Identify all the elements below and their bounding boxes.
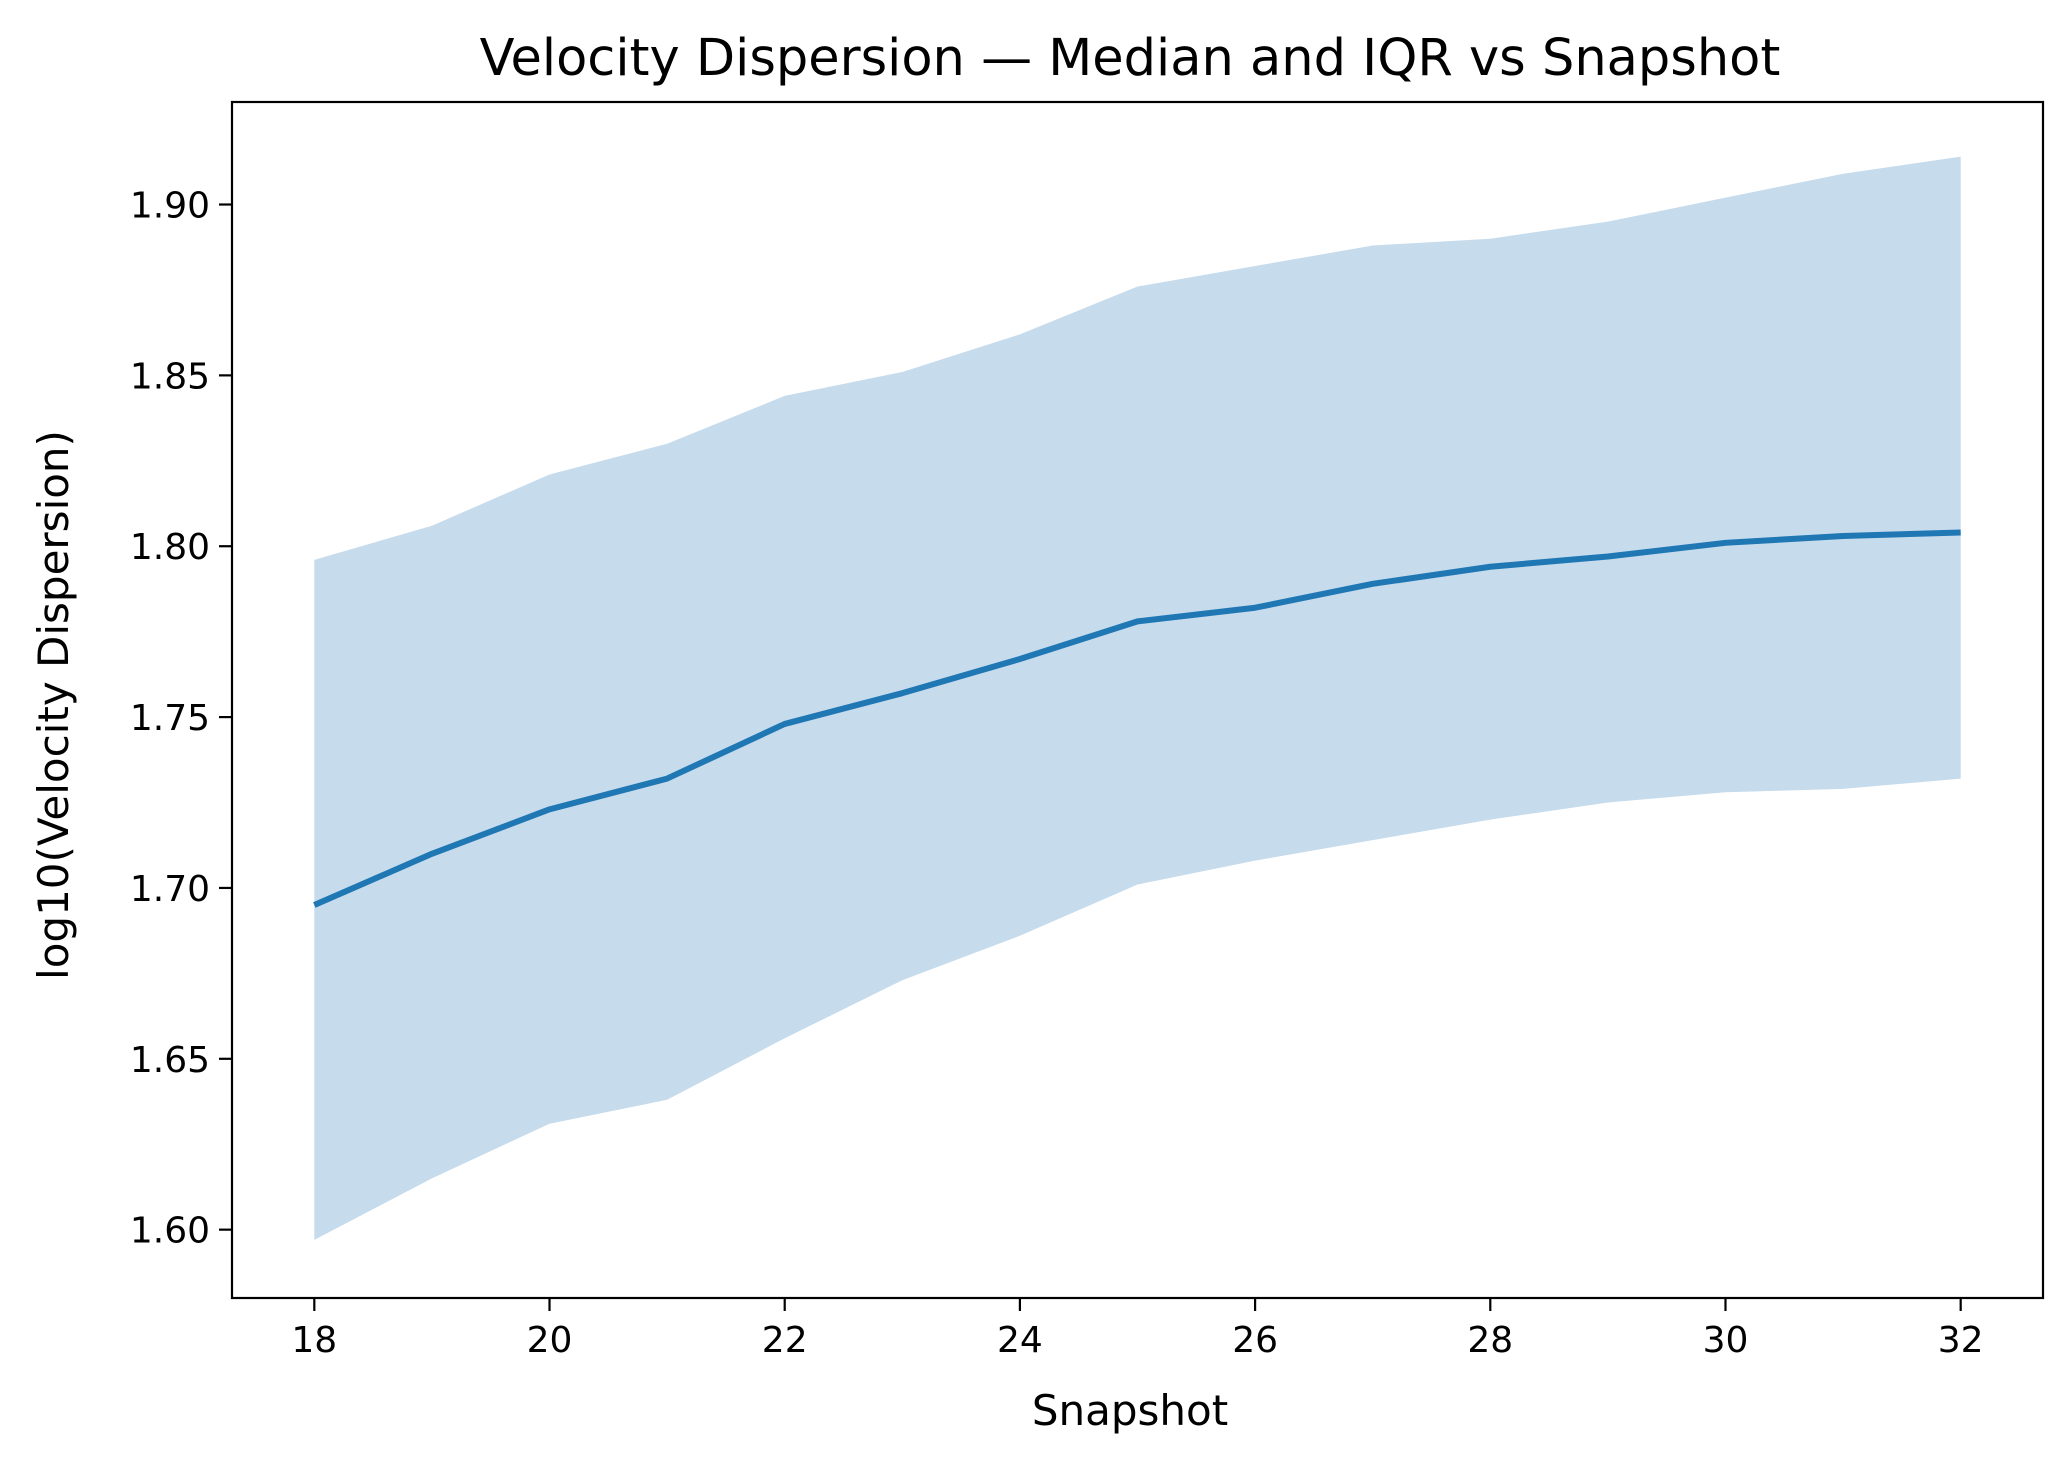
- y-tick-label: 1.85: [130, 356, 210, 397]
- y-tick-label: 1.90: [130, 186, 210, 227]
- x-tick-label: 32: [1938, 1320, 1984, 1361]
- axes-frame: [230, 100, 2045, 1300]
- x-tick-label: 28: [1467, 1320, 1513, 1361]
- median-line: [313, 529, 1961, 908]
- y-axis-label: log10(Velocity Dispersion): [29, 430, 78, 980]
- y-tick-label: 1.70: [130, 869, 210, 910]
- x-tick-label: 30: [1703, 1320, 1749, 1361]
- x-tick-label: 18: [291, 1320, 337, 1361]
- y-tick-label: 1.75: [130, 698, 210, 739]
- plot-area: [313, 156, 1961, 1240]
- y-axis: 1.60 1.65 1.70 1.75 1.80 1.85 1.90: [130, 186, 232, 1252]
- iqr-band: [314, 156, 1961, 1240]
- x-axis-label: Snapshot: [1032, 1386, 1228, 1435]
- x-tick-label: 26: [1232, 1320, 1278, 1361]
- x-axis: 18 20 22 24 26 28 30 32: [291, 1298, 1984, 1361]
- x-tick-label: 20: [527, 1320, 573, 1361]
- x-tick-label: 22: [762, 1320, 808, 1361]
- y-tick-label: 1.80: [130, 527, 210, 568]
- chart-title: Velocity Dispersion — Median and IQR vs …: [480, 29, 1781, 88]
- y-tick-label: 1.65: [130, 1040, 210, 1081]
- x-tick-label: 24: [997, 1320, 1043, 1361]
- y-tick-label: 1.60: [130, 1211, 210, 1252]
